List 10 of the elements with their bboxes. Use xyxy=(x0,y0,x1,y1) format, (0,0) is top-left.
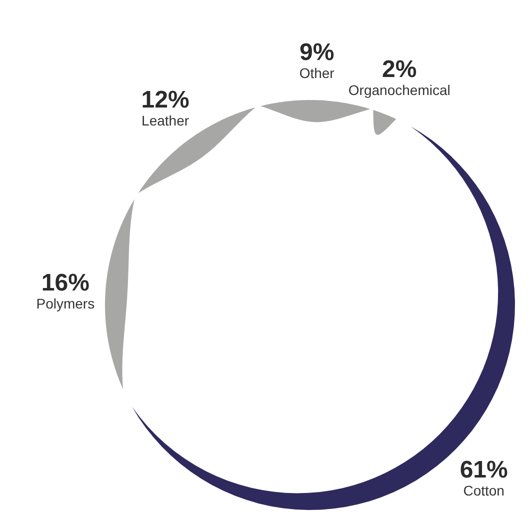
slice-label: Polymers xyxy=(36,295,95,312)
data-label: 61% xyxy=(460,456,508,484)
data-label: 12% xyxy=(141,86,190,114)
data-label: 2% xyxy=(382,56,417,83)
data-label: 9% xyxy=(299,39,334,66)
slice-label: Other xyxy=(299,65,335,82)
slice-label: Leather xyxy=(142,112,190,128)
slice-label: Cotton xyxy=(463,482,504,499)
data-label: 16% xyxy=(41,269,90,296)
slice-label: Organochemical xyxy=(348,82,450,98)
